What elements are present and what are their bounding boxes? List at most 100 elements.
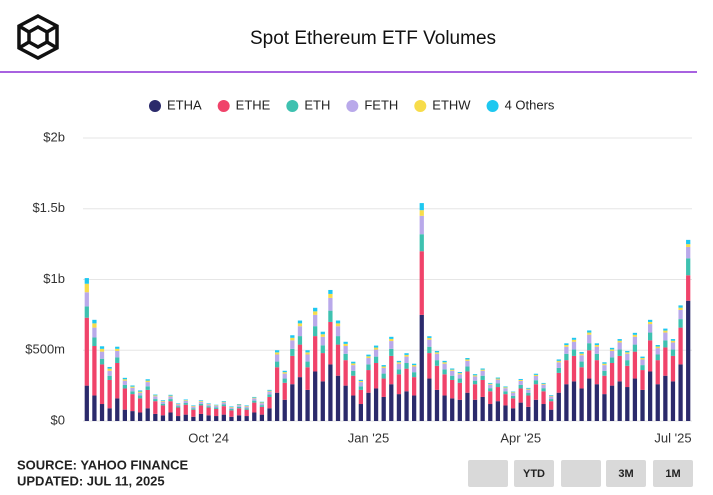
- bar-segment: [427, 339, 432, 347]
- bar-segment: [198, 413, 204, 421]
- bar-segment: [647, 371, 653, 421]
- bar-segment: [351, 370, 356, 376]
- bar-segment: [670, 342, 676, 350]
- bar-segment: [533, 373, 539, 375]
- bar-segment: [663, 330, 668, 333]
- bar-segment: [663, 328, 668, 331]
- bar-segment: [617, 339, 622, 341]
- bar-segment: [183, 399, 188, 401]
- bar-segment: [282, 378, 287, 383]
- bar-segment: [655, 345, 660, 347]
- bar-segment: [670, 355, 676, 382]
- bar-segment: [160, 405, 166, 416]
- bar-segment: [351, 365, 356, 371]
- bar-segment: [663, 347, 668, 376]
- bar-segment: [183, 414, 188, 421]
- bar-segment: [290, 340, 295, 349]
- bar-segment: [107, 379, 112, 409]
- range-button[interactable]: [514, 460, 554, 487]
- button-label[interactable]: YTD: [523, 468, 545, 480]
- bar-segment: [678, 364, 683, 421]
- button-label[interactable]: 3M: [618, 468, 633, 480]
- bar-segment: [495, 378, 501, 380]
- range-button[interactable]: [606, 460, 646, 487]
- bar-segment: [480, 370, 485, 376]
- bar-segment: [549, 395, 554, 397]
- bar-segment: [244, 406, 249, 407]
- bar-segment: [587, 330, 592, 333]
- bar-segment: [214, 416, 219, 421]
- bar-segment: [214, 408, 219, 417]
- bar-segment: [396, 360, 402, 363]
- bar-segment: [191, 405, 196, 407]
- bar-segment: [206, 415, 211, 421]
- bar-segment: [609, 349, 615, 351]
- bar-segment: [419, 251, 424, 315]
- bar-segment: [282, 370, 287, 373]
- bar-segment: [305, 389, 310, 421]
- bar-segment: [107, 375, 112, 380]
- bar-segment: [366, 358, 371, 365]
- bar-segment: [99, 346, 105, 349]
- bar-segment: [389, 355, 394, 385]
- bar-segment: [130, 411, 135, 421]
- bar-segment: [328, 293, 333, 298]
- range-button[interactable]: [561, 460, 601, 487]
- bar-segment: [457, 372, 462, 374]
- bar-segment: [168, 395, 173, 397]
- bar-segment: [381, 367, 386, 374]
- bar-segment: [556, 367, 561, 373]
- bar-segment: [297, 326, 303, 337]
- bar-segment: [587, 334, 592, 344]
- bar-segment: [381, 396, 386, 421]
- bar-segment: [647, 319, 653, 322]
- bar-segment: [176, 403, 181, 405]
- bar-segment: [229, 406, 234, 408]
- bar-segment: [686, 244, 691, 247]
- bar-segment: [153, 394, 158, 396]
- bar-segment: [503, 387, 508, 389]
- bar-segment: [221, 401, 226, 402]
- legend-swatch: [286, 100, 299, 112]
- bar-segment: [252, 400, 257, 403]
- range-button[interactable]: [653, 460, 693, 487]
- range-button[interactable]: [468, 460, 508, 487]
- bar-segment: [343, 360, 348, 386]
- bar-segment: [160, 401, 166, 404]
- bar-segment: [168, 396, 173, 400]
- bar-segment: [594, 353, 599, 361]
- bar-segment: [632, 351, 638, 379]
- bar-segment: [602, 370, 607, 376]
- bar-segment: [183, 400, 188, 401]
- bar-segment: [206, 407, 211, 416]
- bar-segment: [320, 381, 325, 421]
- bar-segment: [282, 399, 287, 421]
- bar-segment: [351, 361, 356, 364]
- bar-segment: [335, 326, 341, 337]
- bar-segment: [297, 336, 303, 345]
- y-tick-label: $1b: [43, 271, 65, 286]
- button-label[interactable]: 1M: [665, 468, 680, 480]
- bar-segment: [670, 349, 676, 356]
- bar-segment: [160, 400, 166, 401]
- bar-segment: [510, 395, 516, 399]
- bar-segment: [686, 300, 691, 421]
- bar-segment: [99, 358, 105, 365]
- bar-segment: [198, 401, 204, 402]
- bar-segment: [427, 353, 432, 379]
- bar-segment: [434, 389, 440, 421]
- bar-segment: [556, 362, 561, 368]
- bar-segment: [236, 415, 242, 421]
- bar-segment: [267, 389, 272, 391]
- bar-segment: [282, 372, 287, 374]
- bar-segment: [145, 386, 150, 390]
- bar-segment: [678, 305, 683, 308]
- bar-segment: [571, 339, 577, 342]
- bar-segment: [526, 392, 531, 396]
- bar-segment: [404, 353, 409, 355]
- bar-segment: [655, 384, 660, 421]
- bar-segment: [602, 363, 607, 366]
- bar-segment: [404, 354, 409, 357]
- bar-segment: [450, 370, 455, 376]
- bar-segment: [115, 362, 120, 399]
